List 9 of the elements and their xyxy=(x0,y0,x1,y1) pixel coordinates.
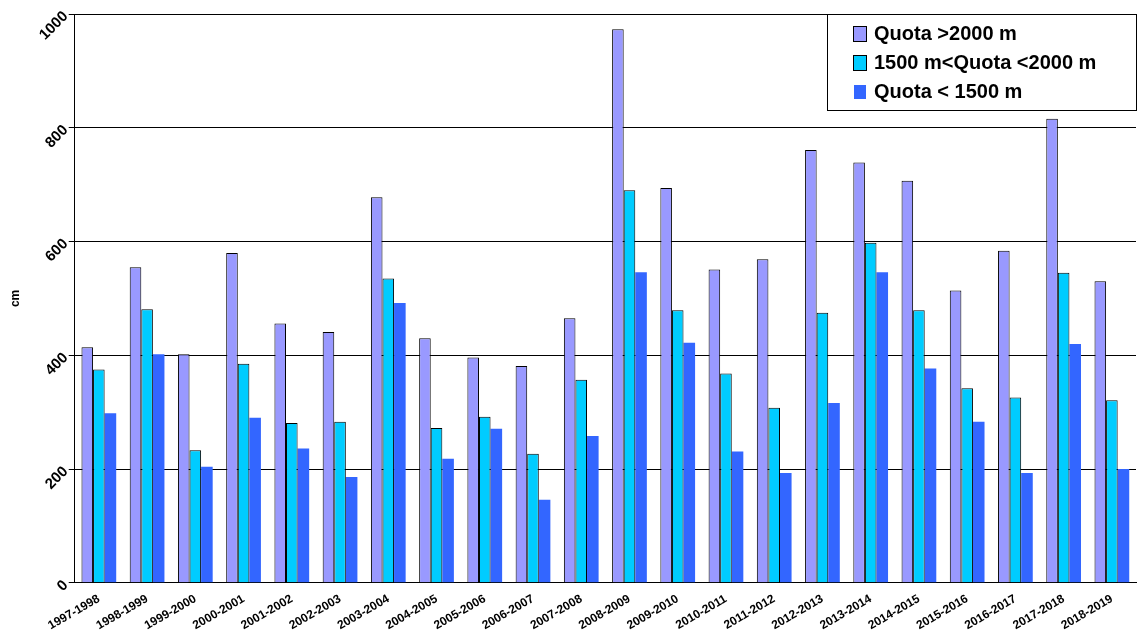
y-tick-label: 200 xyxy=(41,462,71,492)
y-tick-label: 0 xyxy=(52,575,71,594)
legend-label: Quota < 1500 m xyxy=(874,80,1023,103)
y-tick-label: 400 xyxy=(41,348,71,379)
y-tick-label: 600 xyxy=(41,234,71,265)
legend-label: Quota >2000 m xyxy=(874,22,1017,45)
y-axis-title: cm xyxy=(7,289,22,308)
legend-label: 1500 m<Quota <2000 m xyxy=(874,51,1097,74)
y-tick-label: 800 xyxy=(41,120,71,151)
